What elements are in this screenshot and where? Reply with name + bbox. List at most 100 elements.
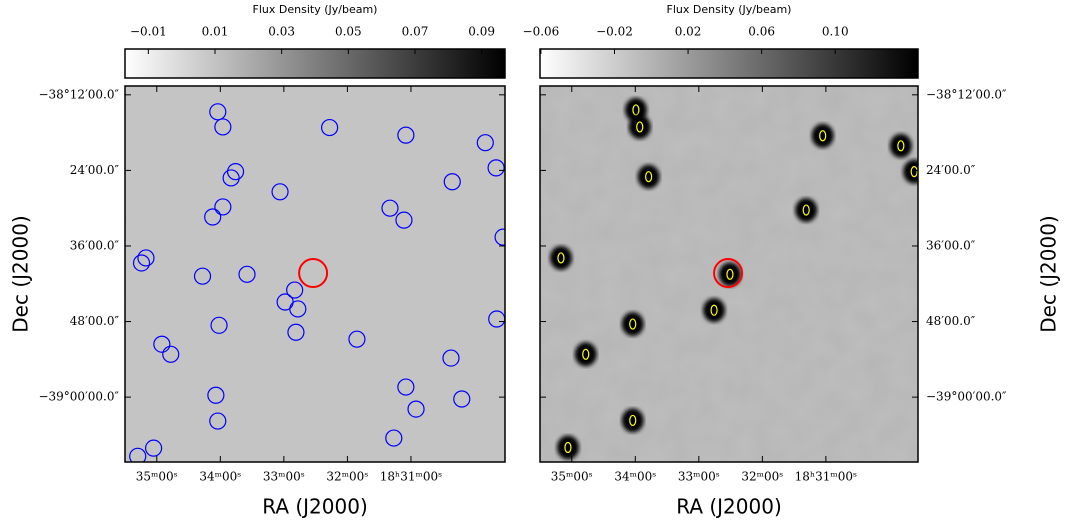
source-ellipse	[910, 166, 918, 178]
source-ellipse	[564, 441, 572, 454]
source-ellipse	[629, 318, 637, 330]
source-circle	[381, 199, 399, 217]
source-blob	[903, 159, 918, 184]
y-tick-label: 36′00.0″	[926, 238, 976, 252]
colorbar-tick-label: −0.06	[523, 25, 560, 39]
source-circle	[162, 345, 180, 363]
image	[540, 86, 918, 462]
source-circle	[443, 173, 461, 191]
source-circle	[209, 412, 227, 430]
y-tick-label: 48′00.0″	[70, 314, 120, 328]
source-circle	[494, 228, 505, 246]
source-circle	[204, 208, 222, 226]
y-tick-label: −38°12′00.0″	[38, 87, 119, 101]
y-tick-label: −38°12′00.0″	[926, 87, 1007, 101]
source-circle	[442, 349, 460, 367]
source-circle	[129, 447, 147, 462]
y-tick-label: 24′00.0″	[70, 163, 120, 177]
x-tick-label: 33ᵐ00ˢ	[678, 470, 720, 484]
source-circle	[132, 254, 151, 272]
x-tick-label: 35ᵐ00ˢ	[136, 470, 178, 484]
source-circle	[144, 439, 163, 457]
y-axis-label: Dec (J2000)	[1037, 215, 1061, 332]
x-axis-label: RA (J2000)	[262, 495, 368, 519]
source-circle	[271, 183, 289, 201]
y-tick-label: 24′00.0″	[926, 163, 976, 177]
source-circle	[385, 429, 403, 447]
source-circle	[210, 316, 228, 334]
x-tick-label: 18ʰ31ᵐ00ˢ	[795, 470, 857, 484]
source-blob	[621, 408, 644, 433]
source-blob	[795, 198, 818, 223]
colorbar-tick-label: −0.02	[596, 25, 633, 39]
y-tick-label: −39°00′00.0″	[926, 390, 1007, 404]
source-ellipse	[645, 171, 653, 183]
colorbar-tick-label: 0.09	[468, 25, 495, 39]
x-tick-label: 33ᵐ00ˢ	[263, 470, 305, 484]
source-ellipse	[802, 204, 810, 216]
plot-frame	[124, 85, 506, 463]
colorbar-tick-label: 0.06	[748, 25, 775, 39]
colorbar-tick-label: 0.03	[268, 25, 295, 39]
source-circle	[397, 126, 415, 144]
colorbar	[539, 48, 919, 79]
source-blob	[628, 114, 651, 139]
source-ellipse	[629, 414, 637, 427]
source-ellipse	[557, 252, 565, 264]
source-blob	[574, 342, 597, 367]
source-ellipse	[632, 104, 640, 116]
colorbar-tick-label: 0.07	[402, 25, 429, 39]
source-blob	[718, 262, 741, 287]
source-circle	[214, 118, 232, 136]
colorbar-tick-label: 0.02	[675, 25, 702, 39]
source-circle	[153, 335, 171, 353]
x-tick-label: 32ᵐ00ˢ	[326, 470, 368, 484]
source-circle	[222, 169, 240, 187]
y-tick-label: 48′00.0″	[926, 314, 976, 328]
source-circle	[453, 390, 471, 408]
colorbar-tick-label: −0.01	[130, 25, 167, 39]
source-blob	[621, 312, 644, 337]
plot-frame	[539, 85, 919, 463]
source-circle	[487, 159, 505, 177]
colorbar-tick-label: 0.01	[202, 25, 229, 39]
colorbar-label: Flux Density (Jy/beam)	[667, 3, 792, 16]
source-circle	[193, 267, 212, 285]
image-noise	[125, 86, 505, 462]
x-tick-label: 32ᵐ00ˢ	[741, 470, 783, 484]
source-circle	[289, 300, 307, 318]
source-ellipse	[726, 268, 734, 280]
source-blob	[637, 164, 660, 189]
source-circle	[397, 378, 415, 396]
source-circle	[238, 265, 256, 283]
x-tick-label: 18ʰ31ᵐ00ˢ	[380, 470, 442, 484]
colorbar	[124, 48, 506, 79]
colorbar-tick-label: 0.05	[335, 25, 362, 39]
source-ellipse	[710, 304, 718, 316]
source-circle	[321, 118, 339, 137]
source-circle	[207, 386, 225, 404]
source-circle	[395, 211, 413, 229]
source-circle	[214, 198, 232, 216]
target-circle	[298, 258, 329, 289]
source-ellipse	[897, 140, 905, 152]
source-circle	[137, 249, 155, 267]
target-circle	[713, 258, 744, 289]
source-ellipse	[819, 130, 827, 142]
y-tick-label: 36′00.0″	[70, 238, 120, 252]
x-tick-label: 35ᵐ00ˢ	[551, 470, 593, 484]
source-circle	[287, 323, 305, 341]
colorbar-label: Flux Density (Jy/beam)	[253, 3, 378, 16]
x-axis-label: RA (J2000)	[676, 495, 782, 519]
source-circle	[209, 103, 227, 121]
source-blob	[889, 133, 912, 158]
source-circle	[226, 163, 245, 181]
source-blob	[549, 245, 572, 270]
x-tick-label: 34ᵐ00ˢ	[614, 470, 656, 484]
x-tick-label: 34ᵐ00ˢ	[199, 470, 241, 484]
source-circle	[476, 134, 494, 152]
source-blob	[703, 298, 726, 323]
source-ellipse	[582, 348, 590, 360]
